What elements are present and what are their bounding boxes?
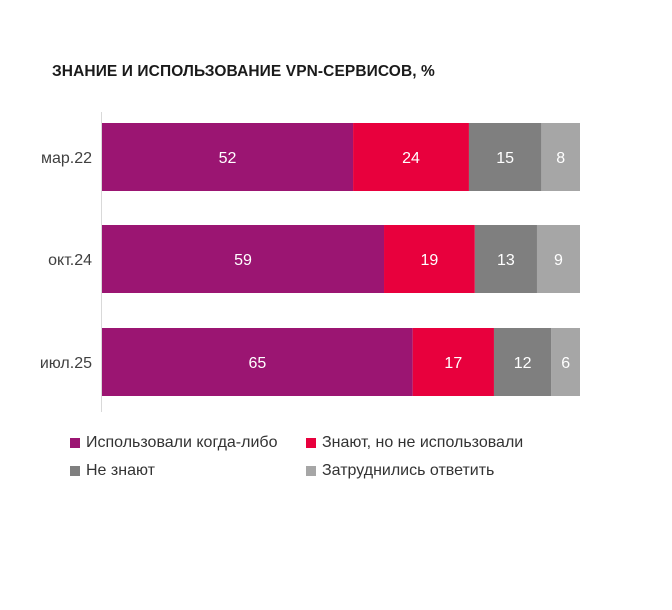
bar-segment [541,123,580,191]
bar-segment [102,123,354,191]
legend-swatch [70,466,80,476]
bar-segment [551,328,580,396]
legend-label: Использовали когда-либо [86,434,278,451]
legend-swatch [306,466,316,476]
category-label: июл.25 [40,355,92,372]
data-label: 59 [234,252,252,269]
category-label: мар.22 [41,150,92,167]
bar-segment [493,328,552,396]
data-label: 52 [219,150,237,167]
legend-label: Затруднились ответить [322,462,495,479]
legend-swatch [306,438,316,448]
data-label: 19 [421,252,439,269]
category-label: окт.24 [48,252,92,269]
legend-swatch [70,438,80,448]
data-label: 65 [248,355,266,372]
bar-segment [102,225,385,293]
data-label: 6 [561,355,570,372]
legend-label: Не знают [86,462,155,479]
bar-segment [468,123,542,191]
data-label: 9 [554,252,563,269]
legend-item: Использовали когда-либо [70,434,277,452]
data-label: 15 [496,150,514,167]
bar-segment [384,225,475,293]
data-label: 12 [514,355,532,372]
data-label: 24 [402,150,420,167]
data-label: 17 [444,355,462,372]
bar-segment [474,225,537,293]
stacked-bar-chart: мар.22 52 24 15 8 окт.24 59 19 13 9 июл.25 65 17 12 6 [40,112,580,412]
legend-label: Знают, но не использовали [322,434,524,451]
bar-segment [353,123,469,191]
data-label: 13 [497,252,515,269]
legend-item: Не знают [70,462,155,480]
bar-segment [102,328,413,396]
legend-item: Затруднились ответить [306,462,494,480]
data-label: 8 [556,150,565,167]
bar-segment [412,328,494,396]
legend-item: Знают, но не использовали [306,434,523,452]
bar-segment [536,225,580,293]
chart-title: ЗНАНИЕ И ИСПОЛЬЗОВАНИЕ VPN-СЕРВИСОВ, % [52,63,435,80]
